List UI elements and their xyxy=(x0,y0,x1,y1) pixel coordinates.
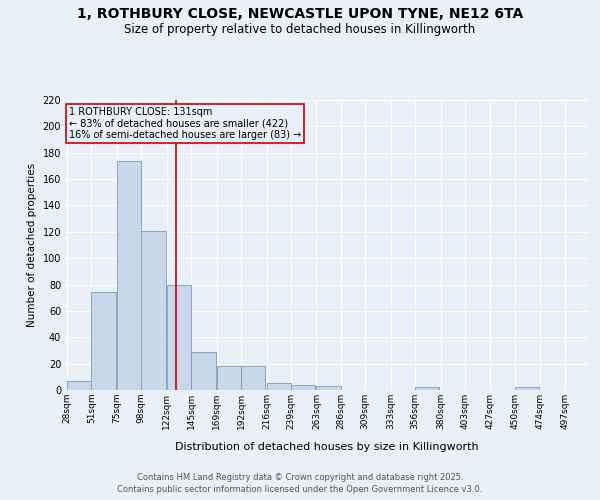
Bar xyxy=(217,366,241,390)
Bar xyxy=(91,292,116,390)
Text: 1 ROTHBURY CLOSE: 131sqm
← 83% of detached houses are smaller (422)
16% of semi-: 1 ROTHBURY CLOSE: 131sqm ← 83% of detach… xyxy=(69,106,301,140)
Text: Contains HM Land Registry data © Crown copyright and database right 2025.: Contains HM Land Registry data © Crown c… xyxy=(137,472,463,482)
Bar xyxy=(191,352,215,390)
Bar xyxy=(67,381,91,390)
Bar xyxy=(167,284,191,390)
Bar xyxy=(117,160,142,390)
Bar xyxy=(515,388,539,390)
Text: Size of property relative to detached houses in Killingworth: Size of property relative to detached ho… xyxy=(124,22,476,36)
Text: 1, ROTHBURY CLOSE, NEWCASTLE UPON TYNE, NE12 6TA: 1, ROTHBURY CLOSE, NEWCASTLE UPON TYNE, … xyxy=(77,8,523,22)
Bar xyxy=(316,386,341,390)
Bar xyxy=(415,388,439,390)
Bar xyxy=(291,384,316,390)
Bar xyxy=(266,384,291,390)
Bar xyxy=(142,230,166,390)
Bar xyxy=(241,366,265,390)
Text: Distribution of detached houses by size in Killingworth: Distribution of detached houses by size … xyxy=(175,442,479,452)
Text: Contains public sector information licensed under the Open Government Licence v3: Contains public sector information licen… xyxy=(118,485,482,494)
Y-axis label: Number of detached properties: Number of detached properties xyxy=(27,163,37,327)
